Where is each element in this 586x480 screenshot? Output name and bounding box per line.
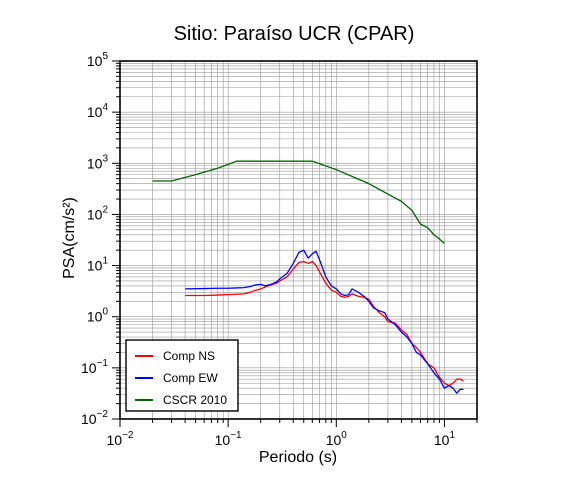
y-tick-label: 10−1 (81, 358, 108, 376)
y-tick-label: 101 (87, 256, 109, 274)
y-tick-label: 103 (87, 153, 109, 171)
legend-label: Comp EW (163, 371, 218, 385)
y-tick-label: 10−2 (81, 409, 108, 427)
x-tick-label: 10−1 (215, 430, 242, 448)
x-tick-label: 100 (326, 430, 348, 448)
grid-lines (119, 60, 478, 420)
y-tick-label: 102 (87, 204, 109, 222)
y-tick-label: 104 (87, 102, 109, 120)
x-tick-label: 10−2 (107, 430, 134, 448)
x-tick-label: 101 (434, 430, 456, 448)
data-series (152, 160, 464, 394)
series-line-cscr-2010 (152, 160, 445, 244)
y-axis-label: PSA(cm/s²) (61, 197, 78, 279)
plot-frame (119, 60, 478, 420)
x-axis-label: Periodo (s) (259, 449, 337, 466)
legend: Comp NS Comp EW CSCR 2010 (125, 339, 239, 412)
y-tick-label: 105 (87, 51, 109, 69)
legend-label: CSCR 2010 (163, 393, 227, 407)
y-tick-label: 100 (87, 307, 109, 325)
axis-ticks: 10−2 10−1 100 101 10−2 10−1 100 101 102 103 104 105 (81, 51, 478, 448)
chart-title: Sitio: Paraíso UCR (CPAR) (174, 23, 415, 45)
series-line-comp-ew (185, 249, 464, 394)
legend-label: Comp NS (163, 349, 215, 363)
